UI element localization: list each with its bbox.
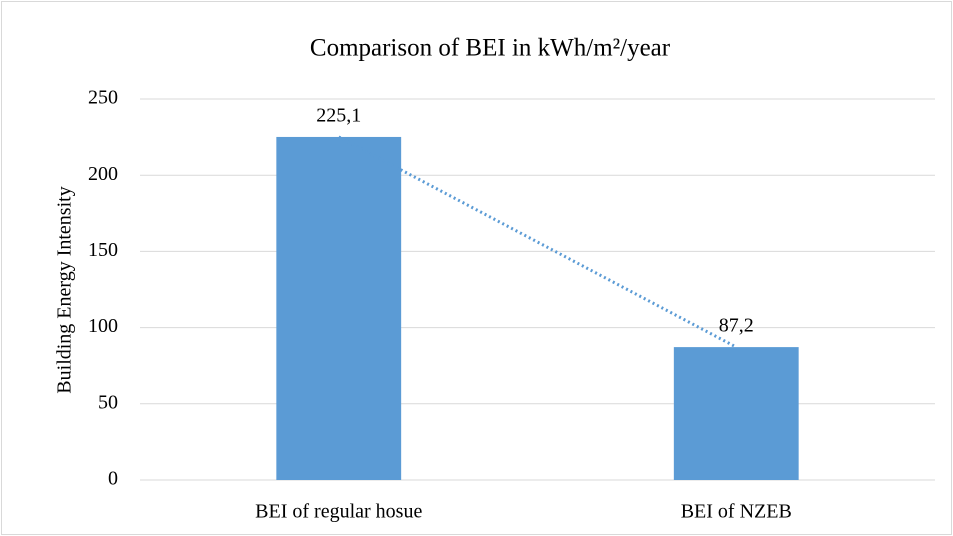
- x-tick-label: BEI of regular hosue: [255, 501, 422, 523]
- y-tick-label: 200: [88, 163, 118, 185]
- y-tick-label: 50: [98, 391, 118, 413]
- y-tick-label: 150: [88, 239, 118, 261]
- bar: [276, 136, 402, 480]
- data-label: 225,1: [316, 105, 361, 127]
- y-tick-label: 100: [88, 315, 118, 337]
- y-axis-label: Building Energy Intensity: [54, 186, 76, 393]
- y-tick-label: 250: [88, 87, 118, 109]
- bar: [673, 347, 799, 480]
- x-tick-label: BEI of NZEB: [681, 501, 792, 523]
- data-label: 87,2: [719, 315, 754, 337]
- y-tick-label: 0: [108, 468, 118, 490]
- chart-title: Comparison of BEI in kWh/m²/year: [310, 35, 671, 62]
